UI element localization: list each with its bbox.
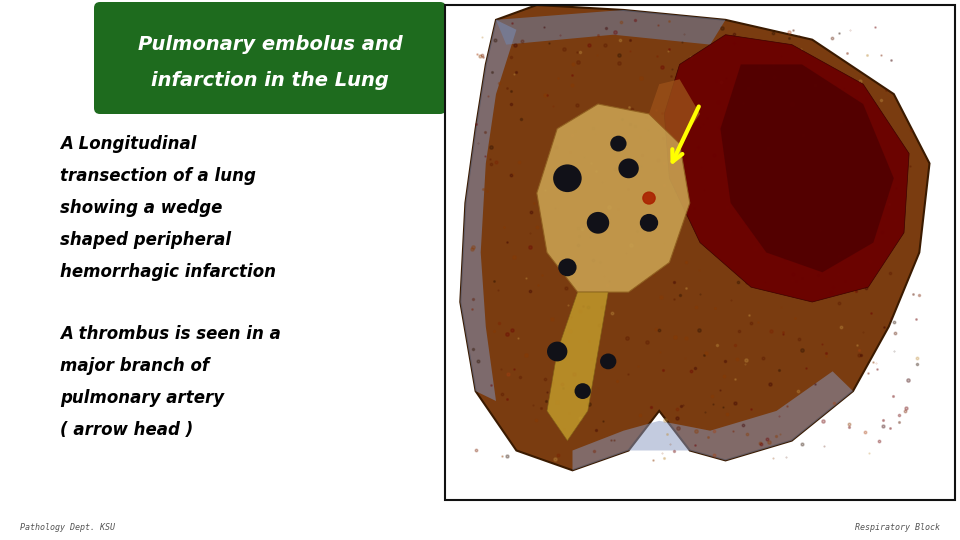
Text: Pulmonary embolus and: Pulmonary embolus and xyxy=(137,36,402,55)
Circle shape xyxy=(553,164,582,192)
Polygon shape xyxy=(720,64,894,272)
Text: A thrombus is seen in a: A thrombus is seen in a xyxy=(60,325,281,343)
Polygon shape xyxy=(460,20,516,401)
Circle shape xyxy=(587,212,610,234)
Polygon shape xyxy=(460,5,929,470)
Circle shape xyxy=(639,214,659,232)
Circle shape xyxy=(611,136,627,152)
Polygon shape xyxy=(547,292,609,441)
Text: major branch of: major branch of xyxy=(60,357,209,375)
Polygon shape xyxy=(572,372,853,470)
Circle shape xyxy=(558,259,577,276)
Polygon shape xyxy=(664,35,909,302)
Text: Pathology Dept. KSU: Pathology Dept. KSU xyxy=(20,523,115,531)
Text: infarction in the Lung: infarction in the Lung xyxy=(151,71,389,90)
Circle shape xyxy=(618,158,638,178)
Text: pulmonary artery: pulmonary artery xyxy=(60,389,224,407)
Circle shape xyxy=(547,342,567,361)
Circle shape xyxy=(643,192,655,204)
Polygon shape xyxy=(537,104,690,292)
Text: Respiratory Block: Respiratory Block xyxy=(855,523,940,531)
Circle shape xyxy=(600,354,616,369)
Text: ( arrow head ): ( arrow head ) xyxy=(60,421,193,439)
Text: showing a wedge: showing a wedge xyxy=(60,199,223,217)
Circle shape xyxy=(574,383,590,399)
FancyBboxPatch shape xyxy=(94,2,446,114)
Polygon shape xyxy=(496,10,726,45)
Text: hemorrhagic infarction: hemorrhagic infarction xyxy=(60,263,276,281)
Text: A: A xyxy=(460,472,468,482)
Text: A Longitudinal: A Longitudinal xyxy=(60,135,197,153)
Polygon shape xyxy=(649,79,700,144)
Text: transection of a lung: transection of a lung xyxy=(60,167,256,185)
Text: shaped peripheral: shaped peripheral xyxy=(60,231,231,249)
